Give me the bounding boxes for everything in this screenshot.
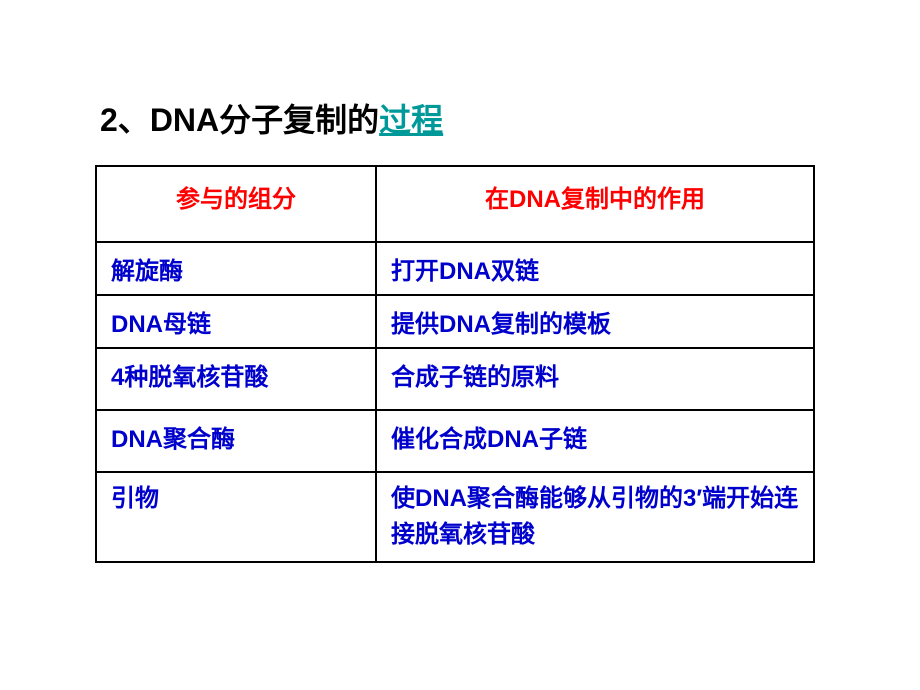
title-accent: 过程 — [379, 102, 443, 138]
title-number: 2、 — [100, 102, 150, 138]
table-header-row: 参与的组分 在DNA复制中的作用 — [96, 166, 814, 242]
cell-component: DNA聚合酶 — [96, 410, 376, 472]
dna-process-table: 参与的组分 在DNA复制中的作用 解旋酶 打开DNA双链 DNA母链 提供DNA… — [95, 165, 815, 563]
table-row: 解旋酶 打开DNA双链 — [96, 242, 814, 295]
header-function: 在DNA复制中的作用 — [376, 166, 814, 242]
table-row: 4种脱氧核苷酸 合成子链的原料 — [96, 348, 814, 410]
cell-component: DNA母链 — [96, 295, 376, 348]
cell-function: 提供DNA复制的模板 — [376, 295, 814, 348]
cell-component: 4种脱氧核苷酸 — [96, 348, 376, 410]
cell-function: 催化合成DNA子链 — [376, 410, 814, 472]
cell-component: 引物 — [96, 472, 376, 562]
table-row: DNA聚合酶 催化合成DNA子链 — [96, 410, 814, 472]
table-row: 引物 使DNA聚合酶能够从引物的3′端开始连接脱氧核苷酸 — [96, 472, 814, 562]
cell-function: 合成子链的原料 — [376, 348, 814, 410]
slide-title: 2、DNA分子复制的过程 — [100, 95, 443, 141]
cell-component: 解旋酶 — [96, 242, 376, 295]
cell-function: 打开DNA双链 — [376, 242, 814, 295]
title-main: DNA分子复制的 — [150, 102, 379, 138]
table-row: DNA母链 提供DNA复制的模板 — [96, 295, 814, 348]
cell-function: 使DNA聚合酶能够从引物的3′端开始连接脱氧核苷酸 — [376, 472, 814, 562]
header-component: 参与的组分 — [96, 166, 376, 242]
